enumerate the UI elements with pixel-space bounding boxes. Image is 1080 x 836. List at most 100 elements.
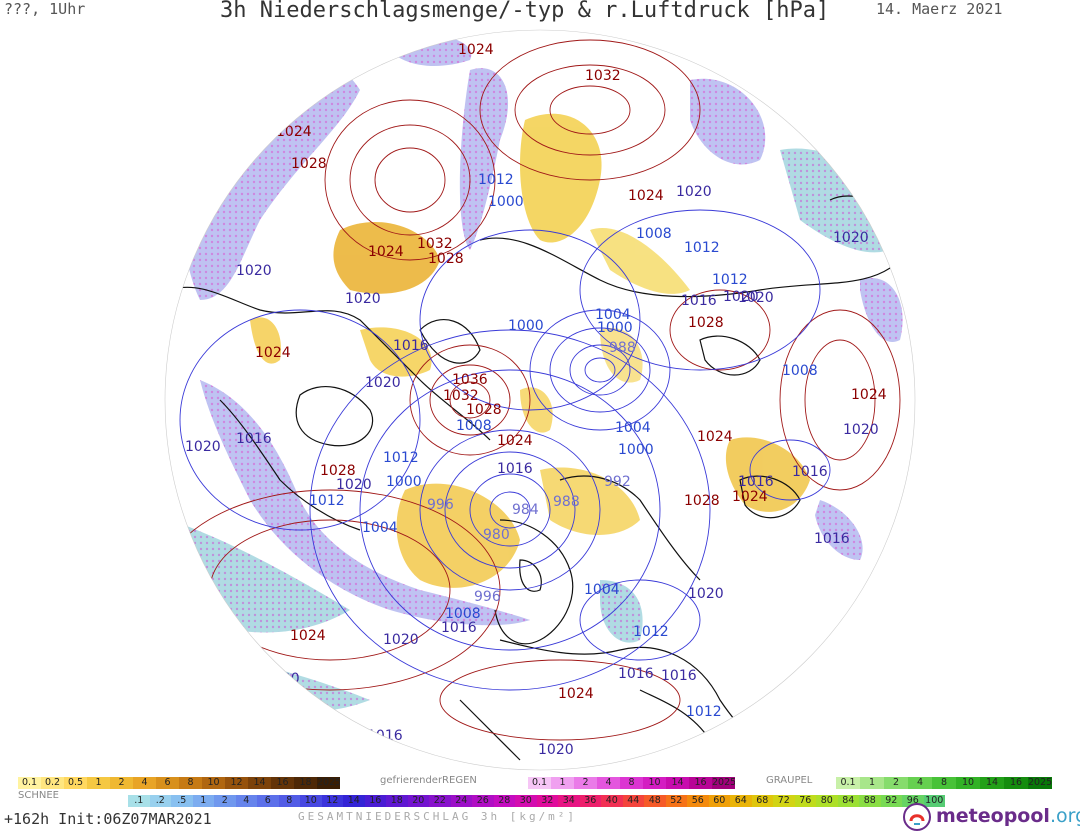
- polar-pressure-map[interactable]: 1020102410321024102810121000102410201020…: [0, 0, 1080, 780]
- legend-swatch: 40: [601, 795, 623, 807]
- legend-swatch: 56: [687, 795, 709, 807]
- legend-swatch: 14: [666, 777, 689, 789]
- isobar-label: 1028: [320, 463, 356, 479]
- legend-swatch: 48: [644, 795, 666, 807]
- isobar-label: 992: [604, 474, 631, 490]
- isobar-label: 1016: [738, 474, 774, 490]
- isobar-label: 1020: [365, 375, 401, 391]
- isobar-label: 1024: [697, 429, 733, 445]
- legend-swatch: 2025+: [317, 777, 340, 789]
- legend-swatch: 0.1: [836, 777, 860, 789]
- map-disc-edge: [164, 29, 916, 771]
- legend-total-caption: GESAMTNIEDERSCHLAG 3h [kg/m²]: [298, 810, 578, 823]
- legend-swatch: 34: [558, 795, 580, 807]
- isobar-label: 1012: [712, 272, 748, 288]
- legend-swatch: 14: [980, 777, 1004, 789]
- meteopool-logo[interactable]: meteopool.org: [902, 802, 1080, 832]
- isobar-label: 1020: [185, 439, 221, 455]
- isobar-label: 1020: [676, 184, 712, 200]
- isobar-label: 1000: [488, 194, 524, 210]
- isobar-label: 1012: [478, 172, 514, 188]
- map-title: 3h Niederschlagsmenge/-typ & r.Luftdruck…: [220, 0, 830, 23]
- legend-swatch: 28: [493, 795, 515, 807]
- legend-swatch: 8: [932, 777, 956, 789]
- legend-swatch: 80: [816, 795, 838, 807]
- isobar-label: 984: [512, 502, 539, 518]
- isobar-label: 996: [474, 589, 501, 605]
- precip-snow-bands: [250, 113, 810, 588]
- legend-swatch: 84: [837, 795, 859, 807]
- legend-swatch: 16: [271, 777, 294, 789]
- legend-swatch: 2: [574, 777, 597, 789]
- isobar-label: 1004: [595, 307, 631, 323]
- legend-swatch: .5: [171, 795, 193, 807]
- legend-swatch: 2: [110, 777, 133, 789]
- legend-swatch: 100: [923, 795, 945, 807]
- legend-swatch: 26: [472, 795, 494, 807]
- legend-swatch: 16: [689, 777, 712, 789]
- legend-swatch: 10: [956, 777, 980, 789]
- legend-swatch: 36: [579, 795, 601, 807]
- isobar-label: 1012: [684, 240, 720, 256]
- isobar-label: 1016: [792, 464, 828, 480]
- isobar-label: 1024: [368, 244, 404, 260]
- isobar-label: 1028: [466, 402, 502, 418]
- isobar-label: 1020: [688, 586, 724, 602]
- isobar-label: 1020: [538, 742, 574, 758]
- legend-swatch: 0.2: [41, 777, 64, 789]
- legend-swatch: 16: [1004, 777, 1028, 789]
- legend-swatch: 2025+: [1028, 777, 1052, 789]
- legend-swatch: 64: [730, 795, 752, 807]
- isobars-low: [179, 209, 831, 691]
- legend-swatch: 22: [429, 795, 451, 807]
- legend-swatch: 16: [364, 795, 386, 807]
- map-date: 14. Maerz 2021: [876, 0, 1003, 18]
- forecast-init-info: +162h Init:06Z07MAR2021: [4, 810, 212, 828]
- legend-swatch: 1: [551, 777, 574, 789]
- isobar-label: 1020: [236, 263, 272, 279]
- legend-swatch: 18: [294, 777, 317, 789]
- isobar-label: 1016: [681, 293, 717, 309]
- legend-swatch: 8: [620, 777, 643, 789]
- isobar-label: 1000: [386, 474, 422, 490]
- legend-swatch: 4: [597, 777, 620, 789]
- isobars-high: [165, 39, 901, 741]
- isobar-label: 1008: [636, 226, 672, 242]
- isobar-label: 1024: [851, 387, 887, 403]
- legend-swatch: 0.1: [528, 777, 551, 789]
- isobar-label: 1004: [362, 520, 398, 536]
- isobar-label: 1028: [291, 156, 327, 172]
- isobar-label: 980: [483, 527, 510, 543]
- isobar-label: 1020: [341, 32, 377, 48]
- legend-swatch: 88: [859, 795, 881, 807]
- isobar-label: 1024: [732, 489, 768, 505]
- isobar-label: 1016: [367, 728, 403, 744]
- legend-swatch: 76: [794, 795, 816, 807]
- isobar-label: 1020: [833, 230, 869, 246]
- legend-swatch: 10: [202, 777, 225, 789]
- legend-swatch: 14: [343, 795, 365, 807]
- legend-swatch: 30: [515, 795, 537, 807]
- legend-swatch: 4: [133, 777, 156, 789]
- isobar-label: 1016: [814, 531, 850, 547]
- isobar-label: 1016: [393, 338, 429, 354]
- isobar-label: 1012: [383, 450, 419, 466]
- legend-swatch: .1: [128, 795, 150, 807]
- isobar-label: 988: [553, 494, 580, 510]
- isobar-label: 1024: [497, 433, 533, 449]
- meteopool-logo-text: meteopool.org: [936, 805, 1080, 827]
- isobar-label: 1024: [628, 188, 664, 204]
- isobar-label: 1020: [264, 671, 300, 687]
- legend-swatch: .2: [149, 795, 171, 807]
- legend-swatch: 1: [87, 777, 110, 789]
- legend-swatch: 2: [884, 777, 908, 789]
- isobar-label: 1028: [428, 251, 464, 267]
- legend-swatch: 8: [179, 777, 202, 789]
- isobar-label: 1024: [255, 345, 291, 361]
- isobar-label: 1024: [558, 686, 594, 702]
- isobar-label: 1000: [618, 442, 654, 458]
- legend-swatch: 14: [248, 777, 271, 789]
- isobar-label: 1020: [383, 632, 419, 648]
